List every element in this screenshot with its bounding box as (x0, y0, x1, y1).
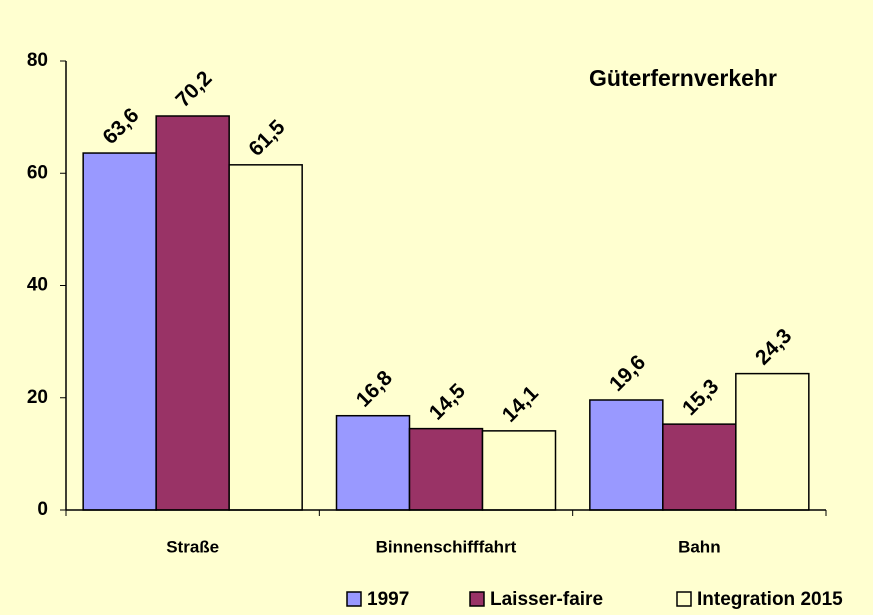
value-label: 14,5 (425, 379, 470, 424)
legend-label: Integration 2015 (697, 589, 843, 610)
bar (82, 152, 157, 511)
chart-title: Güterfernverkehr (589, 65, 777, 91)
bar (662, 423, 737, 511)
y-tick-label: 60 (27, 162, 48, 183)
bar (335, 414, 411, 511)
value-label: 16,8 (352, 366, 397, 411)
legend-swatch (346, 591, 362, 607)
value-label: 61,5 (244, 115, 289, 160)
bar (589, 399, 664, 511)
y-tick-label: 40 (27, 275, 48, 296)
y-tick-label: 80 (27, 50, 48, 71)
legend-swatch (469, 591, 485, 607)
bar (735, 372, 810, 511)
value-label: 63,6 (98, 104, 143, 149)
x-tick-label: Straße (166, 537, 219, 556)
bar (155, 115, 230, 511)
x-tick-label: Binnenschifffahrt (376, 537, 517, 556)
legend-label: 1997 (367, 589, 409, 610)
y-tick-label: 20 (27, 387, 48, 408)
x-tick-label: Bahn (678, 537, 721, 556)
bar (481, 430, 557, 511)
value-label: 24,3 (751, 324, 796, 369)
bar (228, 164, 303, 511)
legend-swatch (676, 591, 692, 607)
value-label: 14,1 (498, 381, 543, 426)
value-label: 70,2 (171, 67, 216, 112)
bar (408, 427, 484, 511)
value-label: 19,6 (605, 351, 650, 396)
legend-label: Laisser-faire (490, 589, 603, 610)
value-label: 15,3 (678, 375, 723, 420)
y-tick-label: 0 (37, 499, 48, 520)
